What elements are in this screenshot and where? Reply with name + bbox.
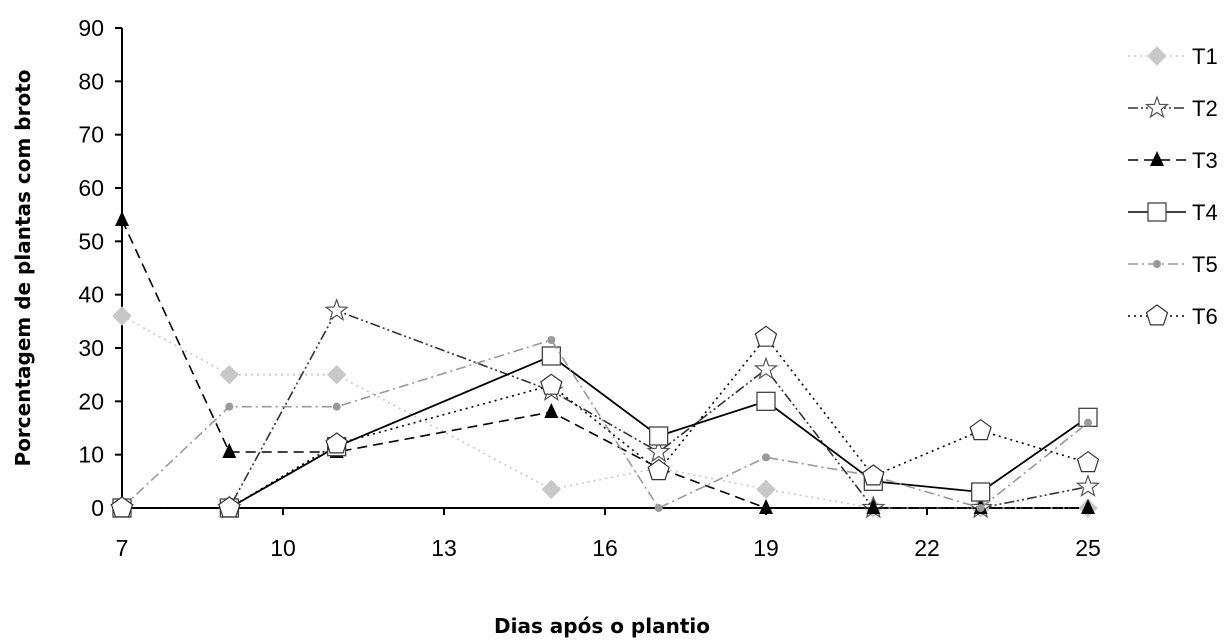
x-tick-label: 10 [270,535,296,561]
data-point-T6 [969,418,992,441]
series-line-T6 [122,336,1089,509]
data-point-T1 [756,479,776,500]
legend-label: T2 [1192,96,1218,121]
y-tick-label: 10 [78,442,104,468]
series-line-T2 [122,309,1089,509]
y-tick-label: 50 [78,228,104,254]
data-point-T2 [753,356,779,380]
data-point-T5 [762,453,770,462]
series-T3 [115,211,1095,514]
legend-label: T4 [1192,200,1218,225]
y-tick-label: 40 [78,282,104,308]
series-line-T1 [121,315,1088,509]
series-line-T3 [121,219,1088,509]
legend-item-T4: T4 [1128,200,1218,225]
data-point-T6 [540,373,563,395]
data-point-T3 [759,499,773,514]
data-point-T1 [112,306,132,326]
data-point-T6 [110,496,134,518]
data-point-T2 [324,297,349,322]
y-tick-label: 60 [78,175,104,201]
x-tick-label: 22 [914,535,940,561]
data-point-T4 [541,346,561,366]
data-point-T3 [1081,499,1095,514]
legend-item-T3: T3 [1128,148,1218,173]
data-point-T2 [646,439,671,463]
y-axis-ticks: 0 10 20 30 40 50 60 70 80 90 [78,15,122,521]
series-line-T5 [121,339,1089,510]
data-point-T5 [976,504,985,512]
legend-label: T5 [1192,252,1218,277]
data-point-T1 [219,364,240,385]
series-T2 [109,297,1101,519]
x-tick-label: 19 [753,535,779,561]
series-T5 [118,336,1092,512]
data-point-T5 [332,402,341,411]
data-point-T5 [547,336,556,344]
y-tick-label: 70 [78,122,104,148]
legend-label: T3 [1192,148,1218,173]
x-tick-label: 7 [116,535,129,561]
data-point-T5 [225,402,234,411]
data-point-T3 [544,403,559,418]
axes [121,28,1088,509]
y-axis-title: Porcentagem de plantas com broto [11,70,35,467]
data-point-T2 [1075,473,1101,498]
y-tick-label: 90 [78,15,104,41]
x-tick-label: 13 [431,535,457,561]
legend-label: T6 [1192,304,1218,329]
series-group [109,211,1101,519]
x-tick-label: 16 [592,535,618,561]
data-point-T6 [647,458,670,481]
legend: T1 T2 T3 T4 T5 T6 [1128,44,1218,329]
x-axis-ticks: 7 10 13 16 19 22 25 [116,508,1101,561]
legend-marker [1153,260,1161,268]
legend-marker [1147,46,1167,66]
legend-item-T1: T1 [1128,44,1218,69]
data-point-T3 [222,443,237,458]
series-T4 [112,346,1098,518]
legend-item-T6: T6 [1128,304,1218,329]
y-tick-label: 80 [78,68,104,94]
data-point-T6 [862,464,885,486]
data-point-T4 [971,482,991,502]
x-axis-title: Dias após o plantio [494,614,710,638]
data-point-T4 [756,391,776,411]
legend-marker [1145,304,1169,326]
data-point-T3 [866,499,881,514]
data-point-T3 [115,211,129,226]
legend-item-T5: T5 [1128,252,1218,277]
data-point-T4 [649,426,669,446]
series-T6 [110,325,1100,518]
data-point-T6 [325,432,348,454]
data-point-T5 [654,504,663,512]
legend-marker [1150,151,1164,166]
data-point-T6 [754,325,778,347]
data-point-T6 [218,496,241,518]
series-T1 [112,306,1098,518]
legend-marker [1147,202,1167,222]
data-point-T1 [326,364,347,385]
data-point-T6 [1076,450,1100,473]
data-point-T1 [541,479,562,500]
legend-marker [1144,95,1170,119]
y-tick-label: 20 [78,388,104,414]
y-tick-label: 0 [91,495,104,521]
x-tick-label: 25 [1075,535,1101,561]
legend-item-T2: T2 [1128,95,1218,121]
legend-label: T1 [1192,44,1218,69]
y-tick-label: 30 [78,335,104,361]
data-point-T5 [1084,418,1092,427]
